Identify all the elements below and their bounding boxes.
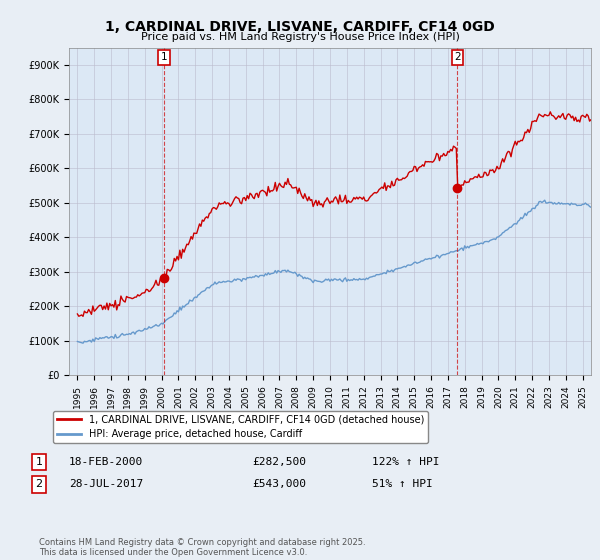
Text: £543,000: £543,000 xyxy=(252,479,306,489)
Text: 1: 1 xyxy=(160,53,167,62)
Text: 18-FEB-2000: 18-FEB-2000 xyxy=(69,457,143,467)
Text: 122% ↑ HPI: 122% ↑ HPI xyxy=(372,457,439,467)
Text: Price paid vs. HM Land Registry's House Price Index (HPI): Price paid vs. HM Land Registry's House … xyxy=(140,32,460,43)
Text: 1, CARDINAL DRIVE, LISVANE, CARDIFF, CF14 0GD: 1, CARDINAL DRIVE, LISVANE, CARDIFF, CF1… xyxy=(105,20,495,34)
Text: 51% ↑ HPI: 51% ↑ HPI xyxy=(372,479,433,489)
Text: 28-JUL-2017: 28-JUL-2017 xyxy=(69,479,143,489)
Text: 2: 2 xyxy=(35,479,43,489)
Text: 1: 1 xyxy=(35,457,43,467)
Text: 2: 2 xyxy=(454,53,461,62)
Legend: 1, CARDINAL DRIVE, LISVANE, CARDIFF, CF14 0GD (detached house), HPI: Average pri: 1, CARDINAL DRIVE, LISVANE, CARDIFF, CF1… xyxy=(53,410,428,444)
Text: Contains HM Land Registry data © Crown copyright and database right 2025.
This d: Contains HM Land Registry data © Crown c… xyxy=(39,538,365,557)
Text: £282,500: £282,500 xyxy=(252,457,306,467)
